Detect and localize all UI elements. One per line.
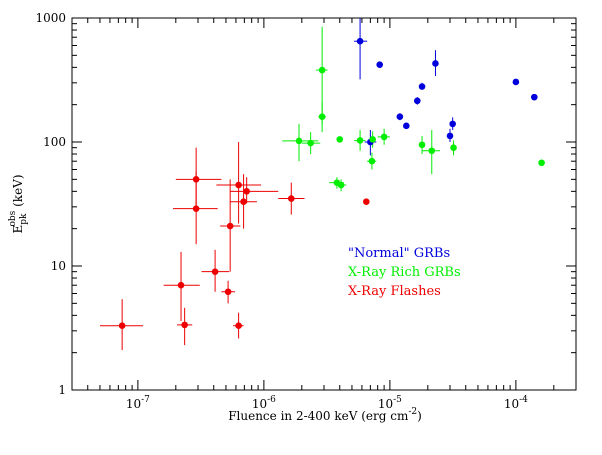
- y-tick-label: 10: [51, 259, 66, 273]
- data-point: [295, 137, 303, 145]
- y-tick-label: 100: [43, 135, 66, 149]
- data-point: [192, 176, 200, 183]
- data-point: [396, 113, 404, 120]
- data-points: [118, 37, 545, 330]
- data-point: [403, 122, 410, 130]
- axis-ticks: [71, 17, 576, 391]
- data-point: [446, 132, 454, 140]
- data-point: [356, 37, 364, 45]
- legend-entry: "Normal" GRBs: [348, 246, 450, 261]
- data-point: [380, 133, 388, 141]
- data-point: [432, 60, 439, 67]
- data-point: [369, 136, 376, 143]
- x-tick-label: 10-7: [126, 395, 150, 411]
- data-point: [538, 159, 545, 167]
- data-point: [530, 93, 538, 101]
- data-point: [418, 83, 426, 90]
- data-point: [356, 137, 364, 144]
- data-point: [428, 147, 436, 155]
- data-point: [287, 195, 295, 202]
- data-point: [224, 288, 232, 296]
- data-point: [450, 144, 457, 151]
- data-point: [336, 136, 344, 143]
- x-axis-label: Fluence in 2-400 keV (erg cm-2): [228, 407, 422, 423]
- data-point: [418, 141, 426, 149]
- legend-entry: X-Ray Flashes: [348, 284, 441, 299]
- data-point: [235, 181, 242, 189]
- data-point: [226, 222, 234, 230]
- data-point: [363, 198, 370, 206]
- data-point: [235, 322, 242, 330]
- data-point: [243, 188, 250, 195]
- data-point: [449, 120, 456, 128]
- plot-frame: [71, 17, 577, 391]
- data-point: [181, 321, 188, 329]
- data-point: [177, 281, 185, 289]
- legend-entry: X-Ray Rich GRBs: [348, 265, 461, 280]
- data-point: [376, 61, 383, 69]
- data-point: [318, 113, 326, 120]
- data-point: [318, 66, 326, 74]
- data-point: [118, 322, 126, 330]
- y-axis-label: Epkobs (keV): [8, 174, 29, 233]
- y-tick-label: 1: [58, 383, 66, 397]
- data-point: [192, 205, 200, 212]
- data-point: [368, 157, 376, 165]
- data-point: [307, 139, 314, 147]
- data-point: [413, 97, 421, 105]
- x-tick-label: 10-4: [504, 395, 528, 411]
- legend: "Normal" GRBs X-Ray Rich GRBs X-Ray Flashe…: [348, 246, 461, 299]
- data-point: [337, 181, 345, 189]
- y-tick-label: 1000: [35, 11, 66, 25]
- tick-labels: 10-7 10-6 10-5 10-4 1 10 100 1000: [35, 11, 528, 411]
- data-point: [512, 78, 520, 86]
- x-tick-label: 10-6: [252, 395, 276, 411]
- x-tick-label: 10-5: [378, 395, 402, 411]
- data-point: [211, 268, 219, 275]
- data-point: [240, 198, 247, 206]
